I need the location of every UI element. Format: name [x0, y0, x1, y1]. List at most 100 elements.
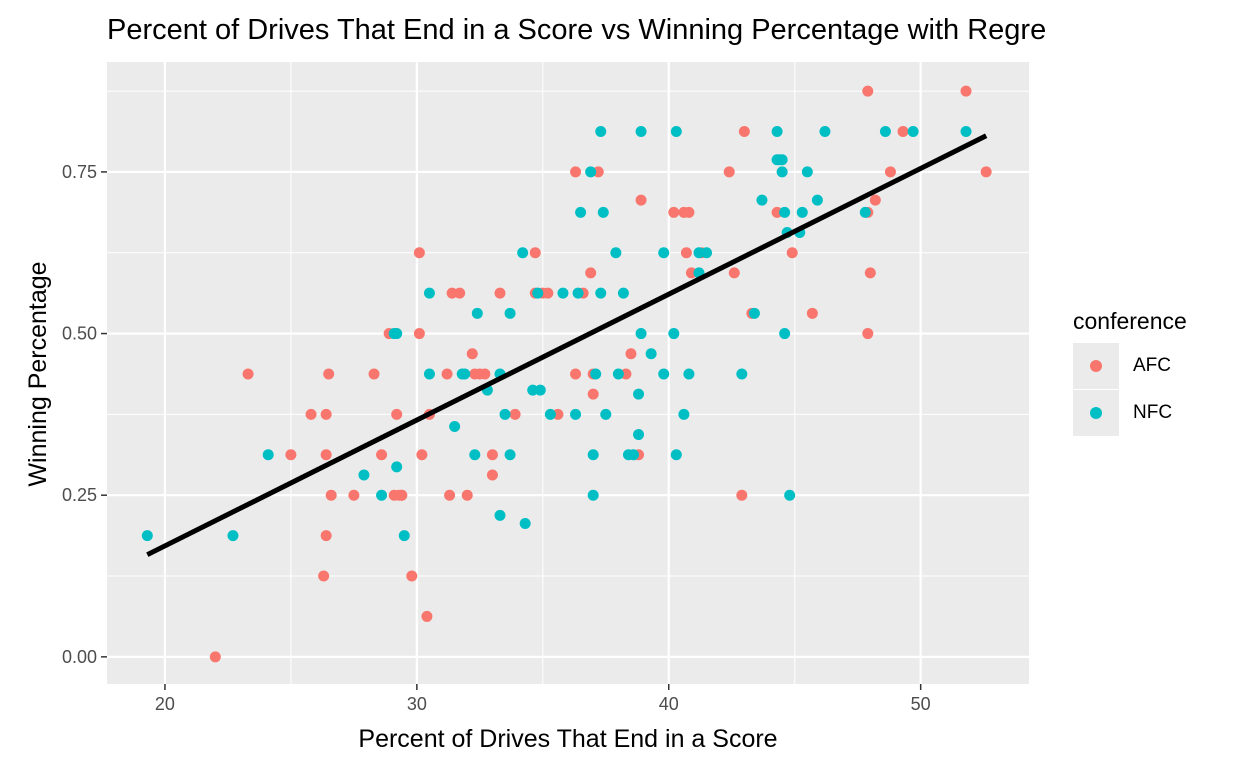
data-point-nfc — [670, 449, 682, 461]
data-point-afc — [486, 469, 498, 481]
data-point-nfc — [627, 449, 639, 461]
data-point-nfc — [376, 489, 388, 501]
data-point-nfc — [423, 287, 435, 299]
data-point-nfc — [960, 126, 972, 138]
data-point-afc — [668, 206, 680, 218]
data-point-afc — [416, 449, 428, 461]
data-point-nfc — [683, 368, 695, 380]
data-point-afc — [441, 368, 453, 380]
data-point-nfc — [600, 408, 612, 420]
legend-label-afc: AFC — [1133, 355, 1171, 376]
data-point-nfc — [658, 368, 670, 380]
legend-title: conference — [1073, 308, 1187, 334]
data-point-afc — [454, 287, 466, 299]
data-point-nfc — [811, 194, 823, 206]
data-point-afc — [348, 489, 360, 501]
data-point-nfc — [645, 348, 657, 360]
data-point-afc — [570, 368, 582, 380]
data-point-afc — [585, 267, 597, 279]
data-point-nfc — [796, 206, 808, 218]
data-point-nfc — [519, 517, 531, 529]
data-point-nfc — [587, 489, 599, 501]
legend-label-nfc: NFC — [1133, 402, 1173, 423]
data-point-afc — [479, 368, 491, 380]
data-point-nfc — [469, 449, 481, 461]
data-point-afc — [897, 126, 909, 138]
data-point-afc — [494, 287, 506, 299]
data-point-nfc — [801, 166, 813, 178]
data-point-afc — [413, 328, 425, 340]
data-point-nfc — [736, 368, 748, 380]
data-point-nfc — [658, 247, 670, 259]
regression-line — [146, 133, 988, 557]
data-point-nfc — [635, 126, 647, 138]
y-tick-label: 0.50 — [62, 324, 97, 344]
data-point-nfc — [612, 368, 624, 380]
legend: conference AFC NFC — [1073, 305, 1203, 437]
data-point-nfc — [633, 429, 645, 441]
data-point-nfc — [595, 287, 607, 299]
data-point-afc — [862, 85, 874, 97]
data-point-afc — [325, 489, 337, 501]
data-point-afc — [242, 368, 254, 380]
data-point-nfc — [391, 461, 403, 473]
data-point-afc — [509, 408, 521, 420]
y-tick-label: 0.75 — [62, 162, 97, 182]
data-point-nfc — [141, 530, 153, 542]
data-point-afc — [486, 449, 498, 461]
data-point-nfc — [597, 206, 609, 218]
y-tick-label: 0.00 — [62, 647, 97, 667]
data-point-nfc — [544, 408, 556, 420]
data-point-afc — [421, 610, 433, 622]
data-point-afc — [320, 449, 332, 461]
data-point-afc — [884, 166, 896, 178]
data-point-afc — [444, 489, 456, 501]
data-point-nfc — [449, 420, 461, 432]
data-point-nfc — [499, 408, 511, 420]
data-point-nfc — [771, 126, 783, 138]
data-point-afc — [320, 408, 332, 420]
legend-item-nfc: NFC — [1073, 390, 1203, 437]
data-point-afc — [529, 247, 541, 259]
data-point-afc — [406, 570, 418, 582]
data-point-nfc — [779, 206, 791, 218]
data-point-afc — [738, 126, 750, 138]
data-point-nfc — [701, 247, 713, 259]
data-point-afc — [736, 489, 748, 501]
y-tick-label: 0.25 — [62, 485, 97, 505]
data-point-afc — [960, 85, 972, 97]
data-point-nfc — [517, 247, 529, 259]
x-tick-label: 30 — [407, 694, 427, 714]
x-tick-label: 50 — [911, 694, 931, 714]
data-point-nfc — [748, 307, 760, 319]
data-point-nfc — [532, 287, 544, 299]
data-point-afc — [862, 328, 874, 340]
data-point-nfc — [504, 307, 516, 319]
minor-gridlines — [107, 62, 1029, 684]
legend-item-afc: AFC — [1073, 343, 1203, 390]
axis-ticks: 20 30 40 50 0.00 0.25 0.50 0.75 — [62, 162, 931, 714]
data-point-afc — [635, 194, 647, 206]
data-point-nfc — [572, 287, 584, 299]
data-point-nfc — [527, 384, 539, 396]
data-point-nfc — [776, 154, 788, 166]
data-point-nfc — [756, 194, 768, 206]
data-point-nfc — [358, 469, 370, 481]
data-point-nfc — [587, 449, 599, 461]
data-point-nfc — [494, 509, 506, 521]
data-point-afc — [620, 368, 632, 380]
data-point-afc — [806, 307, 818, 319]
data-point-afc — [466, 348, 478, 360]
data-point-afc — [587, 388, 599, 400]
data-point-nfc — [471, 307, 483, 319]
data-point-nfc — [585, 166, 597, 178]
data-point-afc — [446, 287, 458, 299]
data-point-nfc — [610, 247, 622, 259]
data-point-afc — [570, 166, 582, 178]
data-point-afc — [625, 348, 637, 360]
legend-key — [1073, 390, 1119, 436]
data-point-afc — [728, 267, 740, 279]
data-point-nfc — [595, 126, 607, 138]
plot-panel — [107, 62, 1029, 684]
data-point-nfc — [670, 126, 682, 138]
